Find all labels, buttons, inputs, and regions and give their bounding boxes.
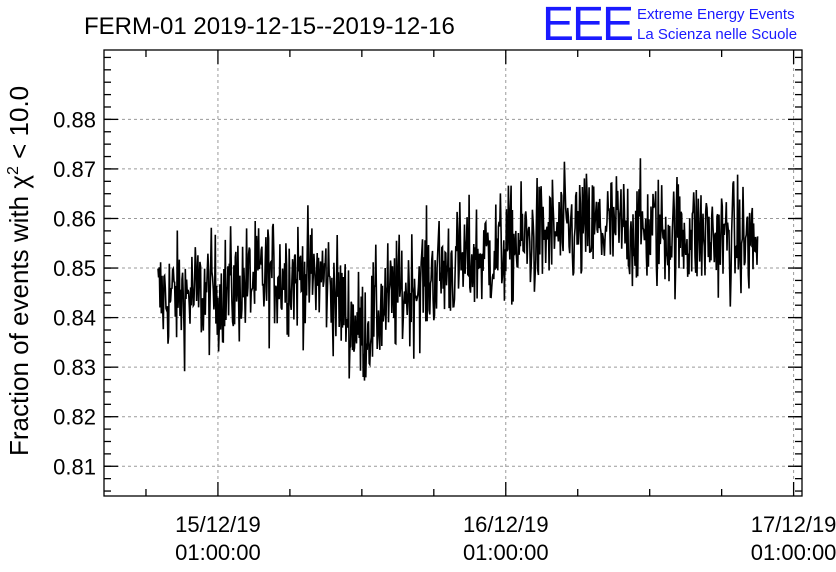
eee-logo: EEE Extreme Energy Events La Scienza nel…	[542, 0, 797, 51]
y-tick-label: 0.84	[53, 306, 96, 331]
series-line	[157, 158, 759, 381]
x-tick-date: 17/12/19	[751, 512, 836, 537]
y-tick-label: 0.82	[53, 405, 96, 430]
logo-mark: EEE	[542, 0, 632, 51]
y-axis-label-tail: < 10.0	[4, 86, 34, 166]
y-axis-label-sup: 2	[5, 166, 22, 175]
logo-line1: Extreme Energy Events	[637, 6, 795, 23]
plot-frame	[103, 49, 803, 497]
x-tick-date: 16/12/19	[463, 512, 549, 537]
y-tick-label: 0.88	[53, 107, 96, 132]
logo-line2: La Scienza nelle Scuole	[637, 26, 797, 43]
y-tick-label: 0.83	[53, 355, 96, 380]
x-tick-date: 15/12/19	[175, 512, 261, 537]
y-tick-label: 0.86	[53, 206, 96, 231]
series-polyline	[157, 158, 759, 381]
x-tick-time: 01:00:00	[175, 540, 261, 565]
x-axis: 15/12/19 01:00:00 16/12/19 01:00:00 17/12/19…	[145, 50, 836, 565]
chart-title: FERM-01 2019-12-15--2019-12-16	[84, 13, 455, 40]
y-axis-label-main: Fraction of events with χ	[4, 175, 34, 456]
y-axis-label: Fraction of events with χ2 < 10.0	[4, 86, 34, 456]
x-tick-time: 01:00:00	[751, 540, 836, 565]
y-tick-label: 0.81	[53, 454, 96, 479]
y-tick-label: 0.87	[53, 157, 96, 182]
y-axis: 0.81 0.82 0.83 0.84 0.85 0.86 0.87 0.88	[53, 56, 802, 492]
y-tick-label: 0.85	[53, 256, 96, 281]
x-tick-time: 01:00:00	[463, 540, 549, 565]
